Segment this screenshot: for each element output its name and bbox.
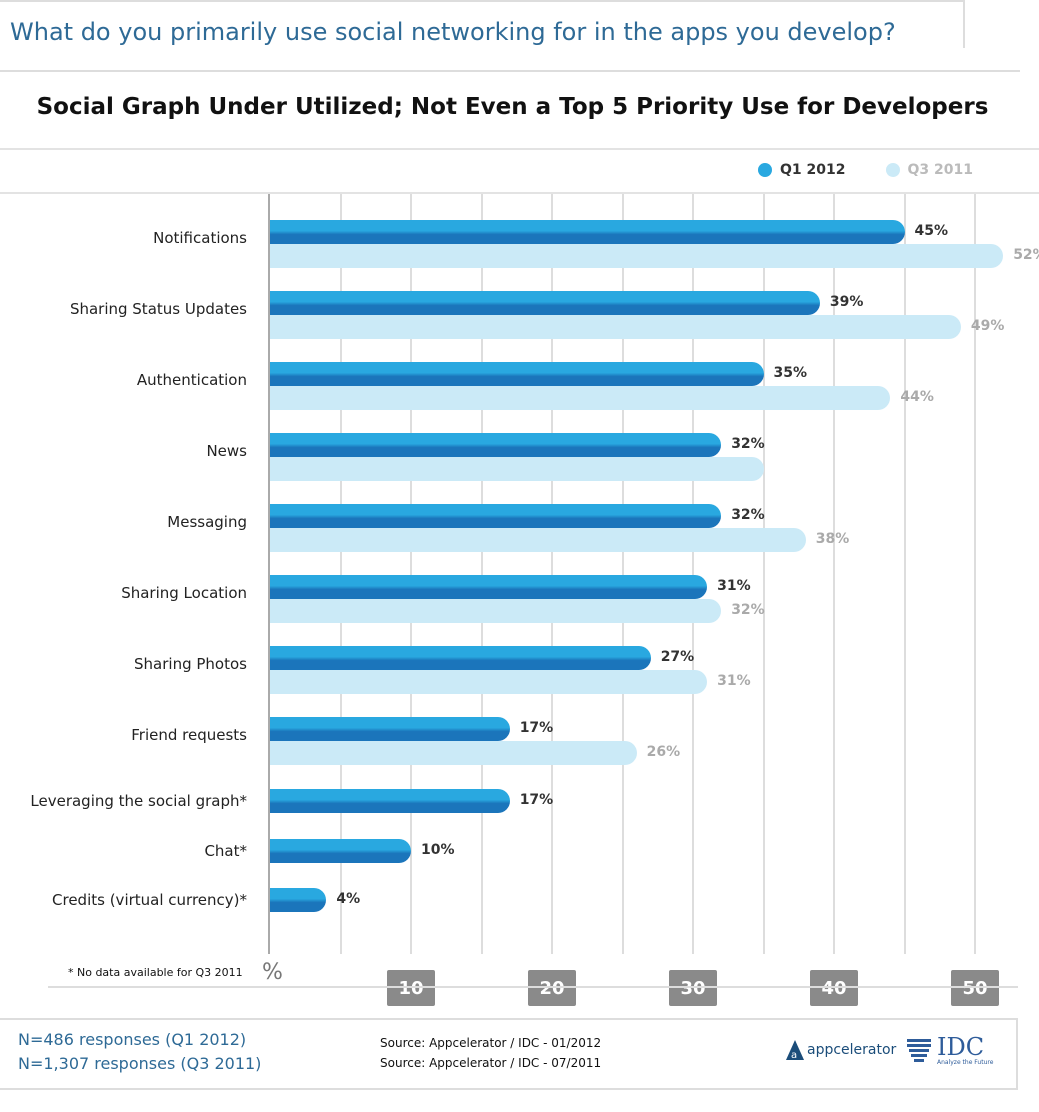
data-label: 17% — [519, 720, 554, 736]
survey-question: What do you primarily use social network… — [10, 18, 896, 46]
source-q1: Source: Appcelerator / IDC - 01/2012 — [380, 1036, 602, 1050]
gridline — [339, 194, 342, 954]
bar-q1-2012 — [270, 433, 722, 457]
data-label: 49% — [970, 318, 1005, 334]
sample-size-q1: N=486 responses (Q1 2012) — [18, 1030, 247, 1049]
appcelerator-logo-icon: a — [786, 1040, 804, 1060]
data-label: 32% — [731, 436, 765, 452]
data-label: 10% — [421, 842, 455, 858]
y-axis-line — [268, 194, 270, 954]
chart-title: Social Graph Under Utilized; Not Even a … — [36, 94, 989, 120]
bar-q3-2011 — [270, 741, 637, 765]
legend-label: Q3 2011 — [907, 162, 973, 178]
x-tick-label: 50 — [951, 970, 999, 1006]
legend-item-q3-2011: Q3 2011 — [885, 162, 973, 178]
divider — [963, 0, 965, 48]
bar-q3-2011 — [270, 386, 891, 410]
data-label: 32% — [731, 507, 765, 523]
gridline — [974, 194, 976, 954]
gridline — [621, 194, 624, 954]
legend-item-q1-2012: Q1 2012 — [758, 162, 846, 178]
footer: N=486 responses (Q1 2012) N=1,307 respon… — [0, 1018, 1018, 1090]
bar-q1-2012 — [270, 888, 327, 912]
bar-q3-2011 — [270, 244, 1004, 268]
category-label: Friend requests — [131, 726, 247, 744]
logo-text: IDC — [937, 1033, 985, 1061]
divider — [0, 192, 1039, 194]
bar-q1-2012 — [270, 504, 722, 528]
data-label: 45% — [914, 223, 949, 239]
data-label: 4% — [336, 891, 361, 907]
data-label: 27% — [660, 649, 695, 665]
bar-q3-2011 — [270, 599, 722, 623]
divider — [0, 148, 1039, 150]
gridline — [551, 194, 553, 954]
bar-q1-2012 — [270, 362, 764, 386]
bar-q1-2012 — [270, 717, 510, 741]
data-label: 26% — [646, 744, 681, 760]
bar-q1-2012 — [270, 646, 651, 670]
legend-swatch — [758, 163, 773, 177]
data-label: 31% — [717, 673, 751, 689]
gridline — [410, 194, 412, 954]
bar-q1-2012 — [270, 291, 820, 315]
bar-q1-2012 — [270, 789, 510, 813]
category-label: Sharing Status Updates — [69, 300, 247, 318]
bar-q3-2011 — [270, 670, 708, 694]
x-tick-label: 20 — [528, 970, 576, 1006]
legend-label: Q1 2012 — [780, 162, 846, 178]
category-label: Credits (virtual currency)* — [52, 891, 247, 909]
bar-q3-2011 — [270, 457, 764, 481]
logo-text: appcelerator — [807, 1042, 897, 1058]
data-label: 38% — [815, 531, 850, 547]
data-label: 39% — [829, 294, 864, 310]
gridline — [692, 194, 694, 954]
bar-q1-2012 — [270, 839, 411, 863]
source-q3: Source: Appcelerator / IDC - 07/2011 — [380, 1056, 602, 1070]
data-label: 44% — [900, 389, 934, 405]
idc-logo: IDC Analyze the Future — [905, 1035, 993, 1066]
sample-size-q3: N=1,307 responses (Q3 2011) — [18, 1054, 262, 1073]
x-axis-unit: % — [262, 960, 283, 985]
category-label: Sharing Location — [121, 584, 247, 602]
gridline — [903, 194, 906, 954]
bar-q3-2011 — [270, 528, 806, 552]
x-tick-label: 40 — [810, 970, 858, 1006]
divider — [0, 0, 965, 2]
category-label: Chat* — [204, 842, 247, 860]
logo-tagline: Analyze the Future — [937, 1059, 994, 1066]
bar-q3-2011 — [270, 315, 961, 339]
category-label: News — [206, 442, 247, 460]
gridline — [762, 194, 765, 954]
appcelerator-logo: a appcelerator — [786, 1040, 896, 1060]
footnote: * No data available for Q3 2011 — [68, 966, 243, 979]
bar-q1-2012 — [270, 575, 708, 599]
data-label: 35% — [773, 365, 808, 381]
idc-globe-icon — [907, 1038, 931, 1062]
bar-q1-2012 — [270, 220, 905, 244]
category-label: Sharing Photos — [134, 655, 247, 673]
data-label: 32% — [731, 602, 765, 618]
data-label: 52% — [1013, 247, 1039, 263]
data-label: 31% — [717, 578, 751, 594]
category-label: Authentication — [136, 371, 247, 389]
legend: Q1 2012 Q3 2011 — [758, 162, 973, 178]
x-axis-line — [48, 986, 1018, 988]
gridline — [480, 194, 483, 954]
category-label: Notifications — [153, 229, 247, 247]
category-label: Messaging — [167, 513, 247, 531]
gridline — [833, 194, 835, 954]
x-tick-label: 10 — [387, 970, 435, 1006]
divider — [0, 70, 1020, 72]
x-tick-label: 30 — [669, 970, 717, 1006]
data-label: 17% — [519, 792, 554, 808]
svg-text:a: a — [791, 1050, 797, 1060]
category-label: Leveraging the social graph* — [30, 792, 247, 810]
legend-swatch — [885, 163, 900, 177]
